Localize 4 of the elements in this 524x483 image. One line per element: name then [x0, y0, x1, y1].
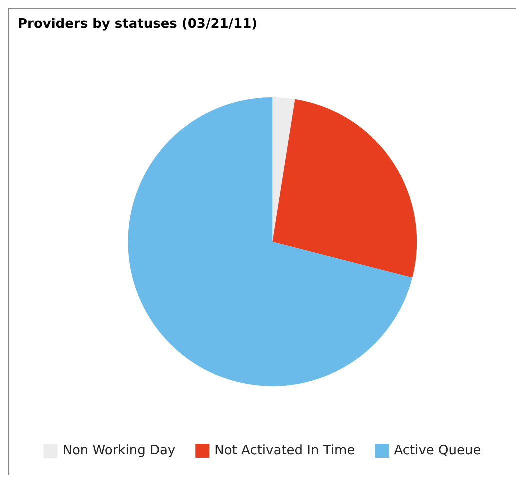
chart-title: Providers by statuses (03/21/11) — [18, 17, 258, 32]
legend-label: Active Queue — [394, 444, 482, 458]
legend-label: Not Activated In Time — [214, 444, 356, 458]
legend-label: Non Working Day — [62, 444, 176, 458]
